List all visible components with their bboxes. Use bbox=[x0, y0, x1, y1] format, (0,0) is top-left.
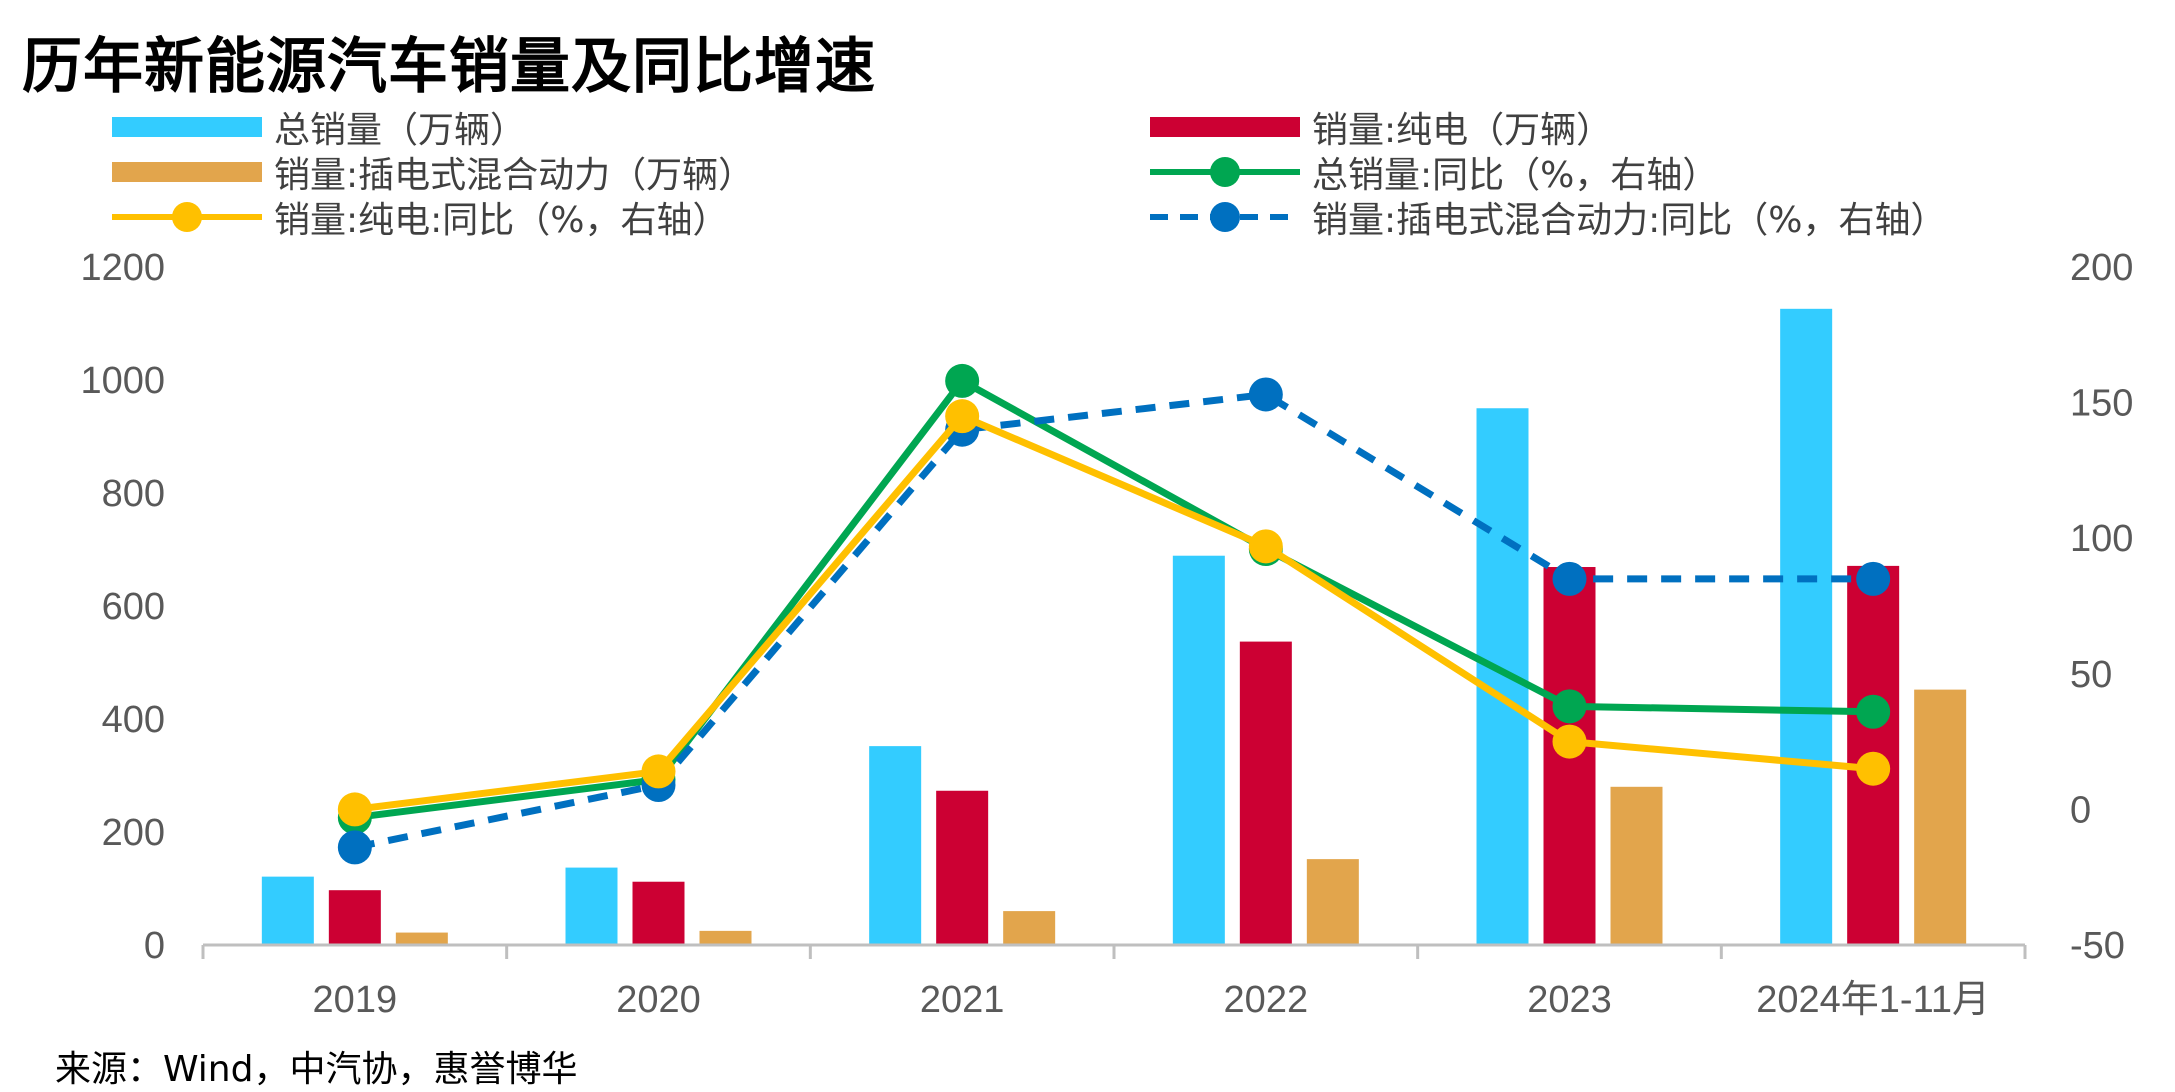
x-tick-label: 2019 bbox=[313, 979, 398, 1021]
bar-bev bbox=[328, 890, 381, 945]
chart-title: 历年新能源汽车销量及同比增速 bbox=[22, 32, 876, 102]
point-bev-yoy bbox=[641, 754, 676, 789]
x-tick-label: 2020 bbox=[616, 979, 701, 1021]
bar-phev bbox=[1003, 911, 1056, 945]
point-phev-yoy bbox=[1248, 377, 1283, 412]
y-right-tick-label: 0 bbox=[2070, 789, 2091, 831]
bar-bev bbox=[632, 881, 685, 945]
bar-total bbox=[1476, 408, 1529, 945]
line-bev-yoy bbox=[354, 412, 1874, 813]
bar-total bbox=[565, 867, 618, 945]
y-left-tick-label: 200 bbox=[102, 812, 165, 854]
legend-item-bev-yoy: 销量:纯电:同比（%，右轴） bbox=[112, 195, 728, 241]
point-bev-yoy bbox=[337, 792, 372, 827]
y-right-tick-label: 200 bbox=[2070, 247, 2133, 289]
point-total-yoy bbox=[945, 363, 980, 398]
y-left-tick-label: 400 bbox=[102, 699, 165, 741]
point-phev-yoy bbox=[1856, 561, 1891, 596]
legend-label-phev-yoy: 销量:插电式混合动力:同比（%，右轴） bbox=[1312, 200, 1947, 241]
point-bev-yoy bbox=[1248, 529, 1283, 564]
y-left-tick-label: 800 bbox=[102, 473, 165, 515]
point-bev-yoy bbox=[1856, 751, 1891, 786]
source-note: 来源：Wind，中汽协，惠誉博华 bbox=[55, 1049, 578, 1090]
legend-swatch-bev bbox=[1150, 105, 1300, 149]
point-phev-yoy bbox=[337, 830, 372, 865]
legend-item-total-yoy: 总销量:同比（%，右轴） bbox=[1150, 150, 1718, 196]
y-left-tick-label: 1000 bbox=[80, 360, 165, 402]
bar-bev bbox=[1239, 641, 1292, 945]
bar-total bbox=[869, 746, 922, 945]
bar-total bbox=[1172, 555, 1225, 945]
legend-swatch-phev-yoy bbox=[1150, 195, 1300, 239]
legend-swatch-total-yoy bbox=[1150, 150, 1300, 194]
y-right-tick-label: 100 bbox=[2070, 518, 2133, 560]
legend: 总销量（万辆） 销量:插电式混合动力（万辆） 销量:纯电:同比（%，右轴） 销量… bbox=[0, 0, 2175, 260]
legend-swatch-bev-yoy bbox=[112, 195, 262, 239]
y-left-tick-label: 600 bbox=[102, 586, 165, 628]
x-tick-label: 2022 bbox=[1224, 979, 1309, 1021]
bar-bev bbox=[936, 790, 989, 945]
legend-item-phev: 销量:插电式混合动力（万辆） bbox=[112, 150, 754, 196]
legend-item-phev-yoy: 销量:插电式混合动力:同比（%，右轴） bbox=[1150, 195, 1946, 241]
y-left-tick-label: 1200 bbox=[80, 247, 165, 289]
bar-total bbox=[1780, 308, 1833, 945]
bar-phev bbox=[1306, 859, 1359, 945]
point-bev-yoy bbox=[1552, 724, 1587, 759]
legend-label-total-yoy: 总销量:同比（%，右轴） bbox=[1312, 155, 1719, 196]
line-total-yoy bbox=[354, 377, 1874, 822]
legend-label-bev-yoy: 销量:纯电:同比（%，右轴） bbox=[274, 200, 729, 241]
legend-item-total: 总销量（万辆） bbox=[112, 105, 526, 151]
bar-phev bbox=[1610, 786, 1663, 945]
bar-phev bbox=[699, 930, 752, 945]
y-right-tick-label: 150 bbox=[2070, 383, 2133, 425]
bar-phev bbox=[395, 932, 448, 945]
point-bev-yoy bbox=[945, 399, 980, 434]
point-phev-yoy bbox=[1552, 561, 1587, 596]
line-phev-yoy bbox=[354, 390, 1874, 851]
y-left-tick-label: 0 bbox=[144, 925, 165, 967]
legend-label-bev: 销量:纯电（万辆） bbox=[1312, 110, 1613, 151]
x-tick-label: 2024年1-11月 bbox=[1756, 979, 1990, 1021]
point-total-yoy bbox=[1856, 694, 1891, 729]
legend-label-total: 总销量（万辆） bbox=[274, 110, 527, 151]
y-right-tick-label: 50 bbox=[2070, 654, 2112, 696]
legend-swatch-phev bbox=[112, 150, 262, 194]
point-total-yoy bbox=[1552, 689, 1587, 724]
legend-item-bev: 销量:纯电（万辆） bbox=[1150, 105, 1612, 151]
x-tick-label: 2021 bbox=[920, 979, 1005, 1021]
legend-swatch-total bbox=[112, 105, 262, 149]
legend-label-phev: 销量:插电式混合动力（万辆） bbox=[274, 155, 755, 196]
bar-total bbox=[261, 876, 314, 945]
y-right-tick-label: -50 bbox=[2070, 925, 2125, 967]
x-tick-label: 2023 bbox=[1527, 979, 1612, 1021]
bar-phev bbox=[1914, 689, 1967, 945]
